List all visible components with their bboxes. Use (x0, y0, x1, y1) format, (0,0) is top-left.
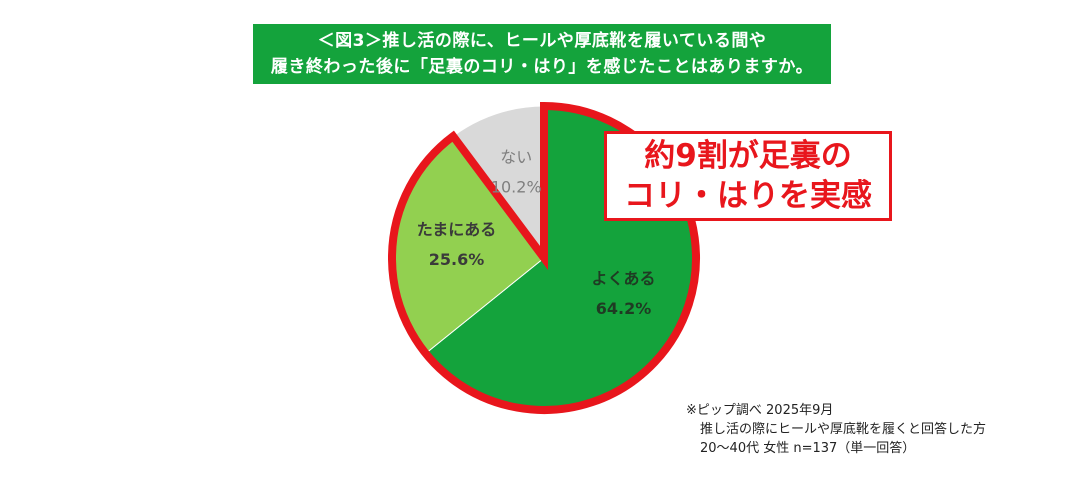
source-line-3: 20〜40代 女性 n=137（単一回答） (700, 441, 916, 456)
callout-line-1: 約9割が足裏の (644, 138, 852, 174)
slice-category-label-3: ない (500, 147, 532, 166)
chart-title-banner: ＜図3＞推し活の際に、ヒールや厚底靴を履いている間や 履き終わった後に「足裏のコ… (253, 24, 831, 84)
highlight-callout: 約9割が足裏の コリ・はりを実感 (604, 131, 892, 221)
slice-category-label-2: たまにある (417, 220, 497, 239)
slice-value-label-3: 10.2% (491, 177, 542, 196)
slice-value-label-2: 25.6% (429, 250, 485, 269)
slice-value-label-1: 64.2% (596, 299, 652, 318)
chart-title-line-1: ＜図3＞推し活の際に、ヒールや厚底靴を履いている間や (317, 31, 767, 51)
source-line-1: ※ピップ調べ 2025年9月 (686, 403, 834, 418)
callout-line-2: コリ・はりを実感 (624, 178, 872, 214)
chart-title-line-2: 履き終わった後に「足裏のコリ・はり」を感じたことはありますか。 (270, 57, 814, 77)
source-line-2: 推し活の際にヒールや厚底靴を履くと回答した方 (700, 422, 987, 437)
source-note: ※ピップ調べ 2025年9月 推し活の際にヒールや厚底靴を履くと回答した方 20… (686, 401, 986, 458)
slice-category-label-1: よくある (592, 269, 656, 288)
